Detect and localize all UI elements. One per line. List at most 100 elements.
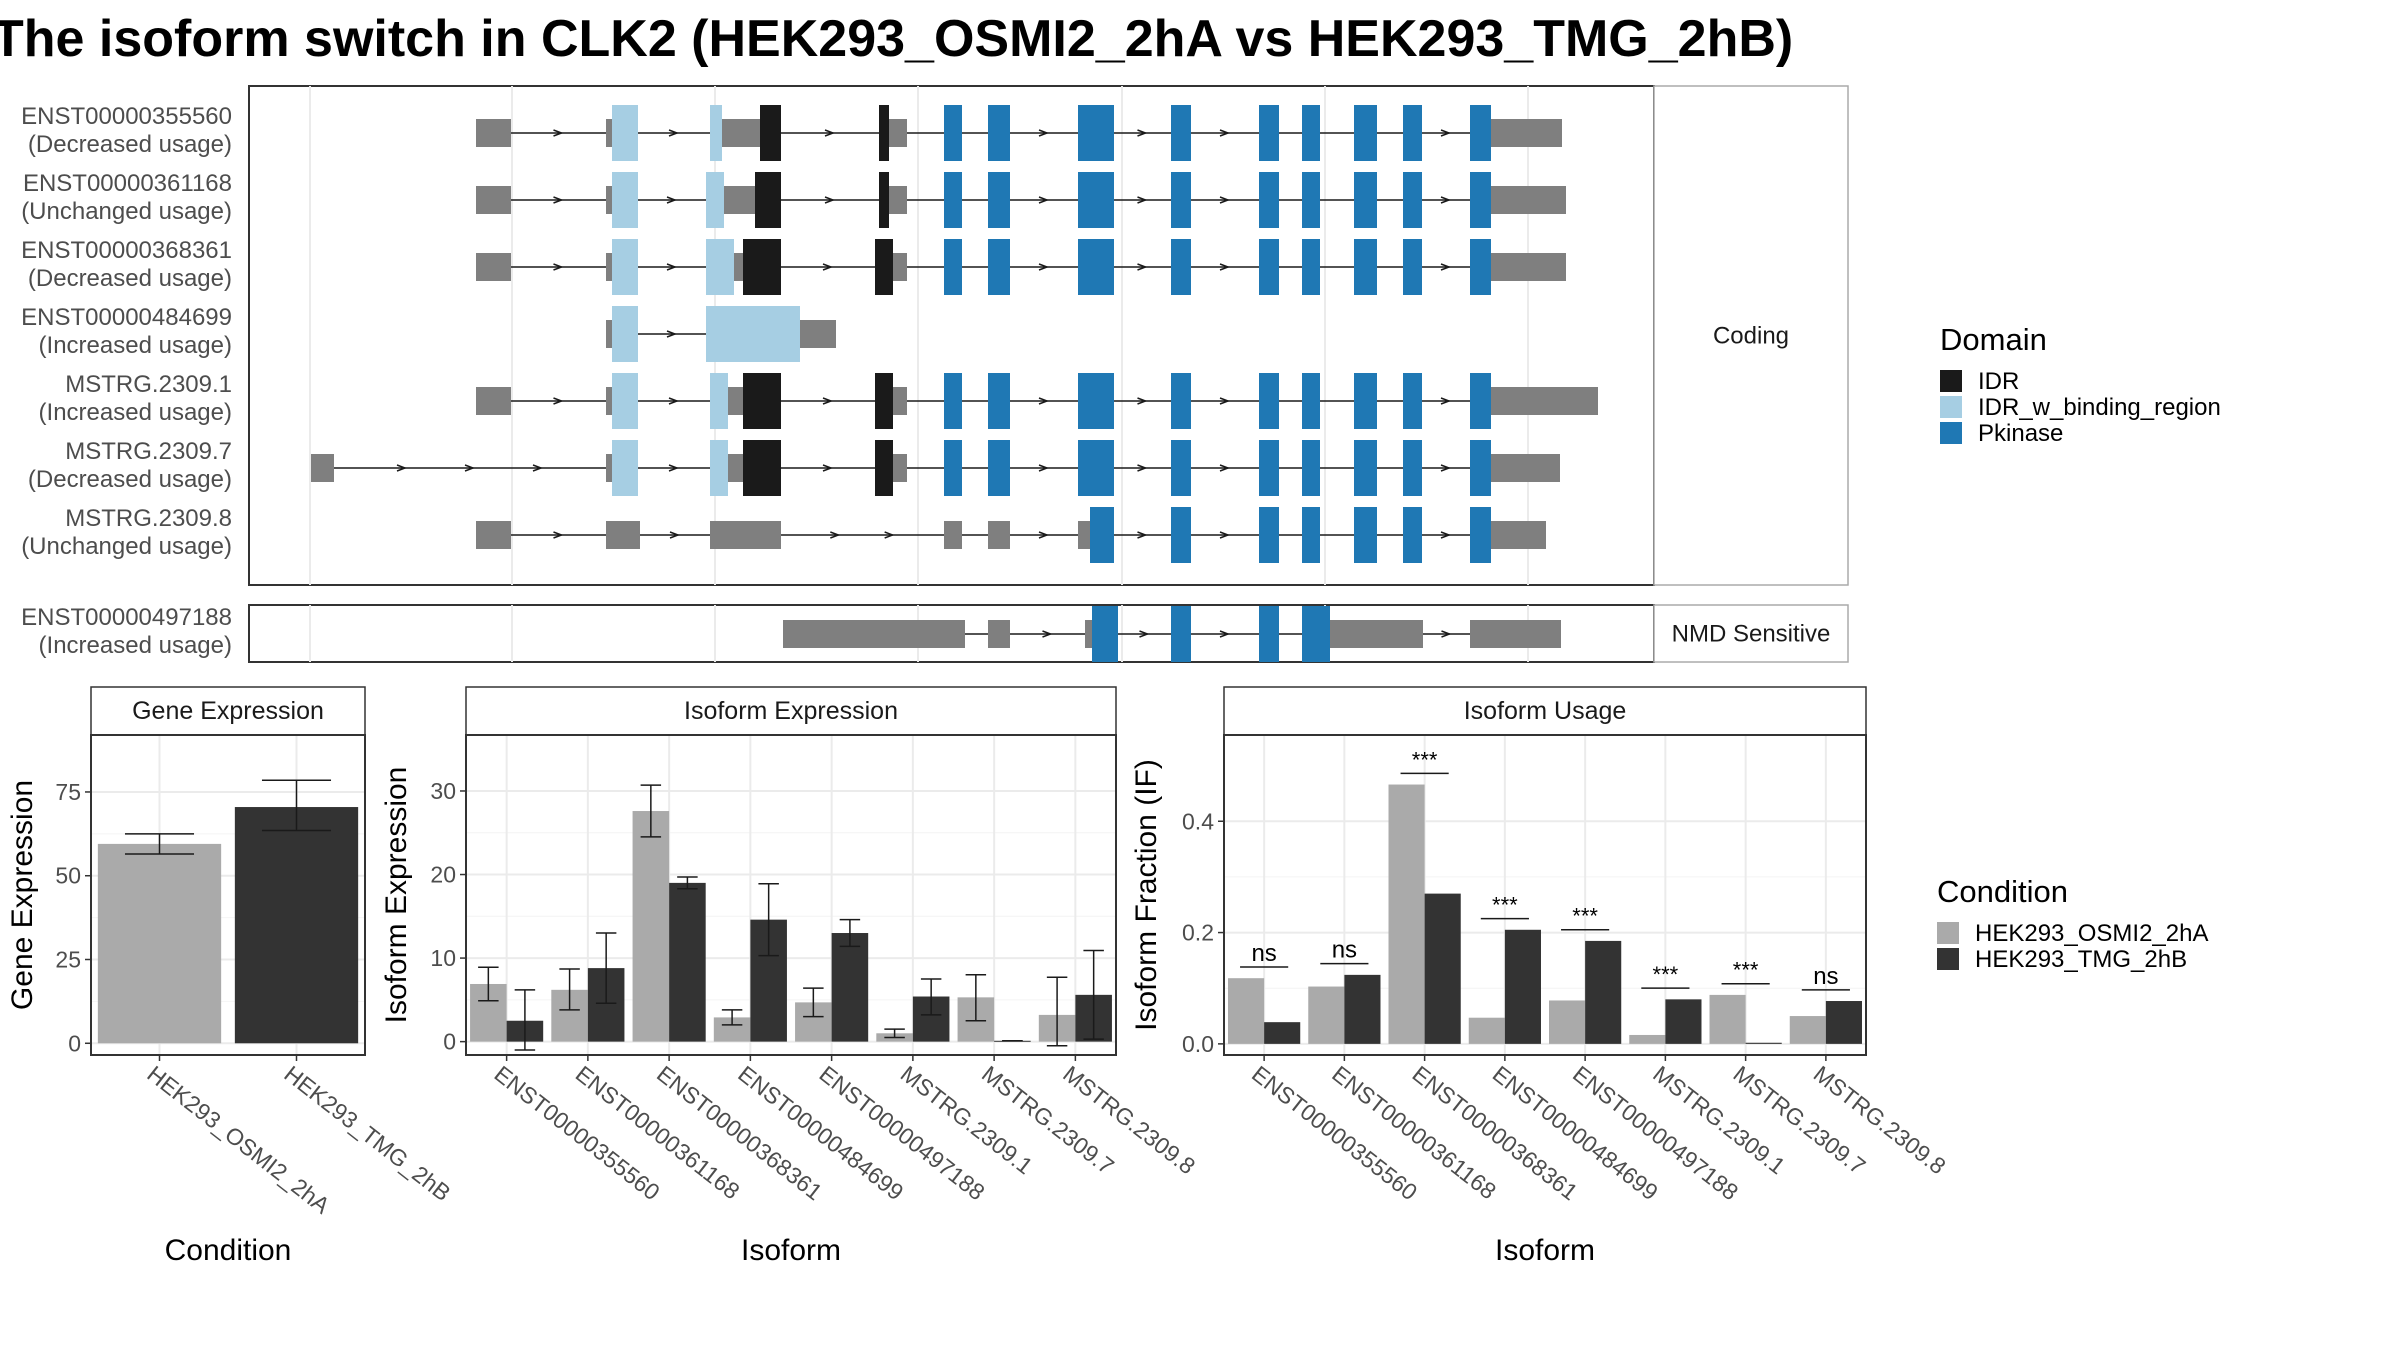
domain-Pkinase-exon	[1302, 507, 1320, 563]
panel-title-strip	[90, 686, 366, 736]
condition-legend-label: HEK293_TMG_2hB	[1975, 946, 2187, 973]
bar	[1549, 1000, 1586, 1044]
utr-exon	[606, 186, 612, 214]
intron-arrow	[666, 196, 678, 204]
intron-arrow	[1038, 531, 1050, 539]
transcript-usage-label: (Decreased usage)	[28, 466, 232, 493]
domain-IDR-exon	[760, 105, 781, 161]
transcript-usage-label: (Decreased usage)	[28, 265, 232, 292]
domain-Pkinase-exon	[1090, 507, 1114, 563]
intron-arrow	[532, 464, 544, 472]
bar	[1709, 994, 1746, 1044]
significance-label: ***	[1492, 893, 1518, 918]
domain-IDR-exon	[875, 373, 893, 429]
domain-Pkinase-exon	[1302, 172, 1320, 228]
domain-Pkinase-exon	[1470, 373, 1491, 429]
domain-Pkinase-exon	[1470, 440, 1491, 496]
domain-Pkinase-exon	[1078, 105, 1114, 161]
intron-arrow	[666, 330, 678, 338]
intron-arrow	[1139, 630, 1150, 638]
bar	[1264, 1022, 1301, 1044]
intron-arrow	[1440, 531, 1452, 539]
facet-strip-nmd	[1653, 604, 1849, 663]
panel-frame	[465, 734, 1117, 1056]
transcript-id-label: MSTRG.2309.8	[65, 505, 232, 532]
x-axis-title: Isoform	[741, 1234, 841, 1267]
intron-arrow	[669, 531, 681, 539]
domain-IDR-exon	[879, 105, 889, 161]
bar	[1629, 1034, 1666, 1044]
domain-Pkinase-exon	[988, 172, 1010, 228]
bar	[97, 843, 222, 1044]
domain-IDR_w_binding_region-exon	[710, 373, 728, 429]
condition-legend-swatch	[1937, 922, 1959, 944]
domain-Pkinase-exon	[1354, 373, 1377, 429]
y-tick-label: 25	[55, 947, 81, 973]
intron-arrow	[822, 464, 834, 472]
domain-Pkinase-exon	[1354, 440, 1377, 496]
domain-Pkinase-exon	[1078, 373, 1114, 429]
utr-exon	[606, 253, 612, 281]
x-tick-label: MSTRG.2309.8	[1809, 1060, 1951, 1179]
transcript-id-label: ENST00000497188	[21, 604, 232, 631]
panel-title-strip	[1223, 686, 1867, 736]
transcript-MSTRG.2309.7: MSTRG.2309.7(Decreased usage)	[28, 438, 1560, 496]
domain-Pkinase-exon	[1092, 606, 1118, 662]
utr-exon	[1491, 186, 1566, 214]
domain-Pkinase-exon	[944, 172, 962, 228]
y-tick-label: 50	[55, 863, 81, 889]
domain-Pkinase-exon	[1470, 172, 1491, 228]
y-tick-label: 20	[430, 862, 456, 888]
intron-arrow	[1219, 263, 1231, 271]
panel-title: Isoform Expression	[684, 697, 898, 725]
utr-exon	[606, 521, 640, 549]
significance-label: ns	[1813, 963, 1838, 990]
transcript-id-label: ENST00000361168	[23, 170, 232, 197]
domain-Pkinase-exon	[1354, 239, 1377, 295]
intron-arrow	[668, 464, 680, 472]
intron-arrow	[1219, 630, 1231, 638]
utr-exon	[722, 119, 760, 147]
domain-legend-swatch	[1940, 422, 1962, 444]
transcript-ENST00000484699: ENST00000484699(Increased usage)	[21, 304, 836, 362]
utr-exon	[1078, 521, 1090, 549]
intron-arrow	[1137, 464, 1148, 472]
domain-IDR_w_binding_region-exon	[710, 105, 722, 161]
utr-exon	[606, 454, 612, 482]
intron-arrow	[1038, 129, 1050, 137]
domain-Pkinase-exon	[1171, 440, 1191, 496]
transcript-id-label: ENST00000484699	[21, 304, 232, 331]
intron-arrow	[1440, 397, 1452, 405]
domain-Pkinase-exon	[1171, 507, 1191, 563]
domain-IDR_w_binding_region-exon	[706, 306, 800, 362]
domain-Pkinase-exon	[988, 440, 1010, 496]
condition-legend-label: HEK293_OSMI2_2hA	[1975, 920, 2208, 947]
utr-exon	[1470, 620, 1561, 648]
y-tick-label: 75	[55, 779, 81, 805]
domain-legend-label: IDR_w_binding_region	[1978, 394, 2221, 421]
domain-Pkinase-exon	[1354, 507, 1377, 563]
domain-Pkinase-exon	[1171, 606, 1191, 662]
panel-title: Isoform Usage	[1464, 697, 1627, 725]
intron-arrow	[1219, 464, 1231, 472]
domain-Pkinase-exon	[1171, 172, 1191, 228]
intron-arrow	[824, 196, 836, 204]
bar	[632, 811, 670, 1042]
y-tick-label: 0	[68, 1030, 81, 1056]
domain-Pkinase-exon	[944, 239, 962, 295]
bar	[831, 933, 869, 1042]
domain-IDR_w_binding_region-exon	[612, 440, 638, 496]
domain-Pkinase-exon	[988, 373, 1010, 429]
domain-IDR-exon	[875, 239, 893, 295]
y-axis-title: Gene Expression	[6, 780, 39, 1010]
domain-Pkinase-exon	[988, 105, 1010, 161]
intron-arrow	[1137, 397, 1148, 405]
intron-arrow	[1219, 196, 1231, 204]
transcript-id-label: MSTRG.2309.7	[65, 438, 232, 465]
utr-exon	[988, 620, 1010, 648]
bar	[1388, 784, 1425, 1044]
transcript-usage-label: (Unchanged usage)	[21, 533, 232, 560]
utr-exon	[606, 320, 612, 348]
intron-arrow	[1440, 263, 1452, 271]
